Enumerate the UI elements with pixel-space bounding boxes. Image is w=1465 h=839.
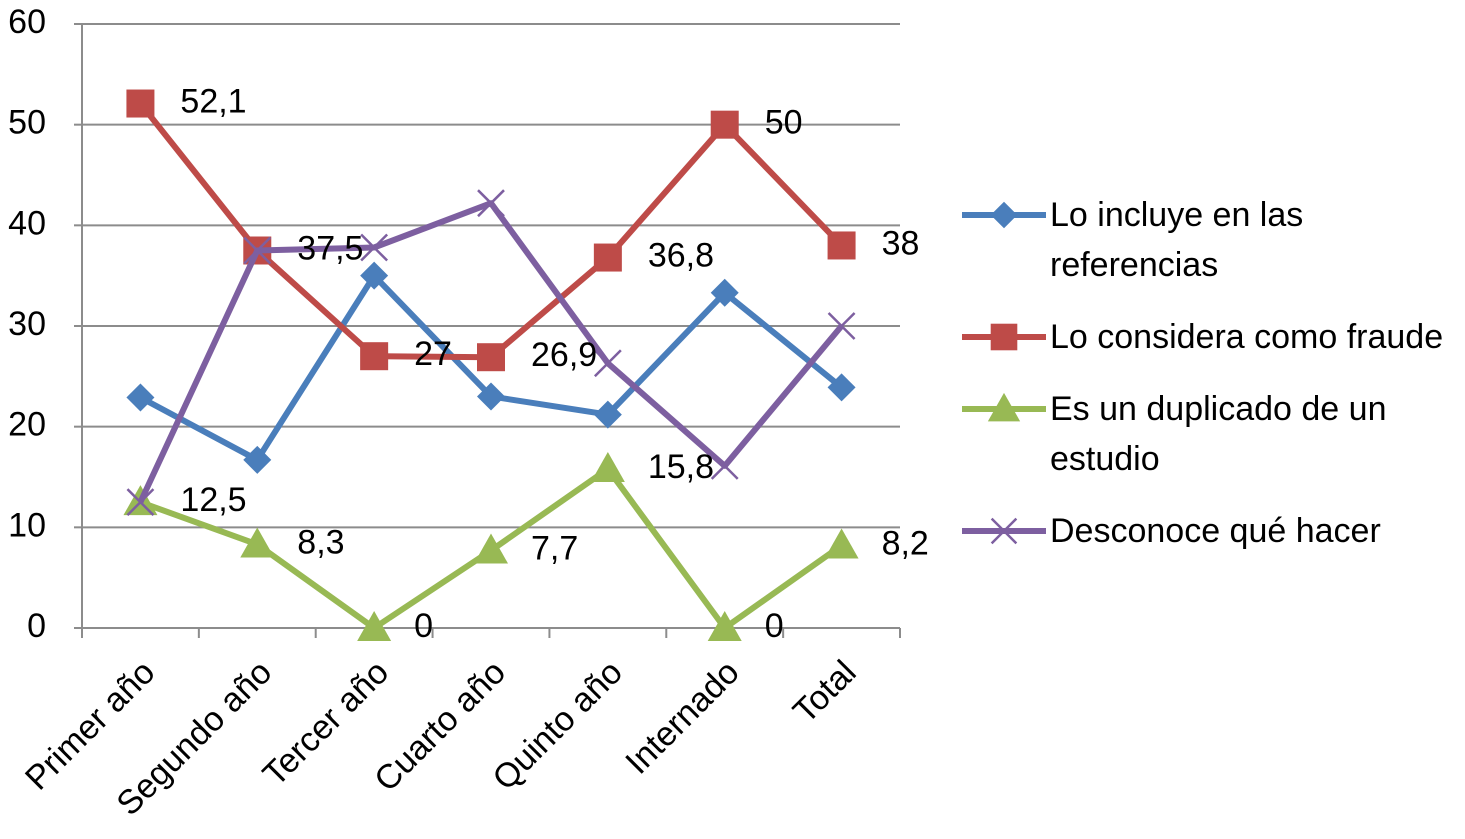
legend-swatch [962,201,1046,229]
y-tick-label: 20 [8,406,46,444]
marker [827,231,856,260]
legend-label: Lo incluye en las referencias [1050,196,1304,284]
marker [710,278,739,307]
marker [477,343,505,372]
marker [593,400,622,429]
legend-item: Es un duplicado de un estudio [958,384,1458,484]
marker [474,533,508,564]
data-label: 50 [765,104,803,142]
marker [477,382,505,411]
marker [126,89,155,118]
marker [477,189,505,218]
y-tick-label: 0 [27,607,46,645]
marker [990,323,1018,351]
legend-label: Es un duplicado de un estudio [1050,390,1387,478]
marker [243,236,272,265]
y-tick-label: 60 [8,3,46,41]
marker [987,392,1021,422]
data-label: 37,5 [297,229,363,267]
x-tick-label: Total [786,653,864,731]
data-label: 26,9 [531,336,597,374]
marker [126,488,155,517]
marker [990,517,1018,545]
data-label: 0 [414,607,433,645]
data-label: 8,3 [297,523,344,561]
marker [990,201,1018,229]
x-tick-label: Internado [618,653,746,781]
y-tick-label: 30 [8,305,46,343]
marker [593,243,622,272]
data-label: 0 [765,607,784,645]
legend-item: Lo considera como fraude [958,312,1458,362]
legend-label: Desconoce qué hacer [1050,512,1381,550]
marker [707,611,742,641]
marker [590,451,625,482]
data-label: 7,7 [531,529,578,567]
marker [710,110,739,139]
data-label: 15,8 [648,448,714,486]
series-line [138,101,844,361]
marker [360,261,389,290]
marker [593,349,622,378]
marker [710,452,739,480]
y-tick-label: 10 [8,506,46,544]
marker [824,528,859,559]
marker [243,445,272,474]
y-tick-label: 40 [8,204,46,242]
marker [827,373,856,402]
marker [126,383,155,412]
legend-swatch [962,323,1046,351]
data-label: 52,1 [180,83,246,121]
data-label: 27 [414,335,452,373]
legend-swatch [962,517,1046,545]
data-label: 12,5 [180,481,246,519]
legend-item: Desconoce qué hacer [958,506,1458,556]
legend: Lo incluye en las referencias Lo consider… [958,190,1458,556]
y-tick-label: 50 [8,104,46,142]
marker [357,611,392,641]
legend-swatch [962,392,1046,422]
legend-label: Lo considera como fraude [1050,318,1444,356]
marker [240,527,275,558]
data-label: 38 [882,224,920,262]
legend-item: Lo incluye en las referencias [958,190,1458,290]
data-label: 8,2 [882,524,929,562]
marker [360,233,389,262]
marker [827,312,856,340]
marker [360,342,389,371]
data-label: 36,8 [648,237,714,275]
